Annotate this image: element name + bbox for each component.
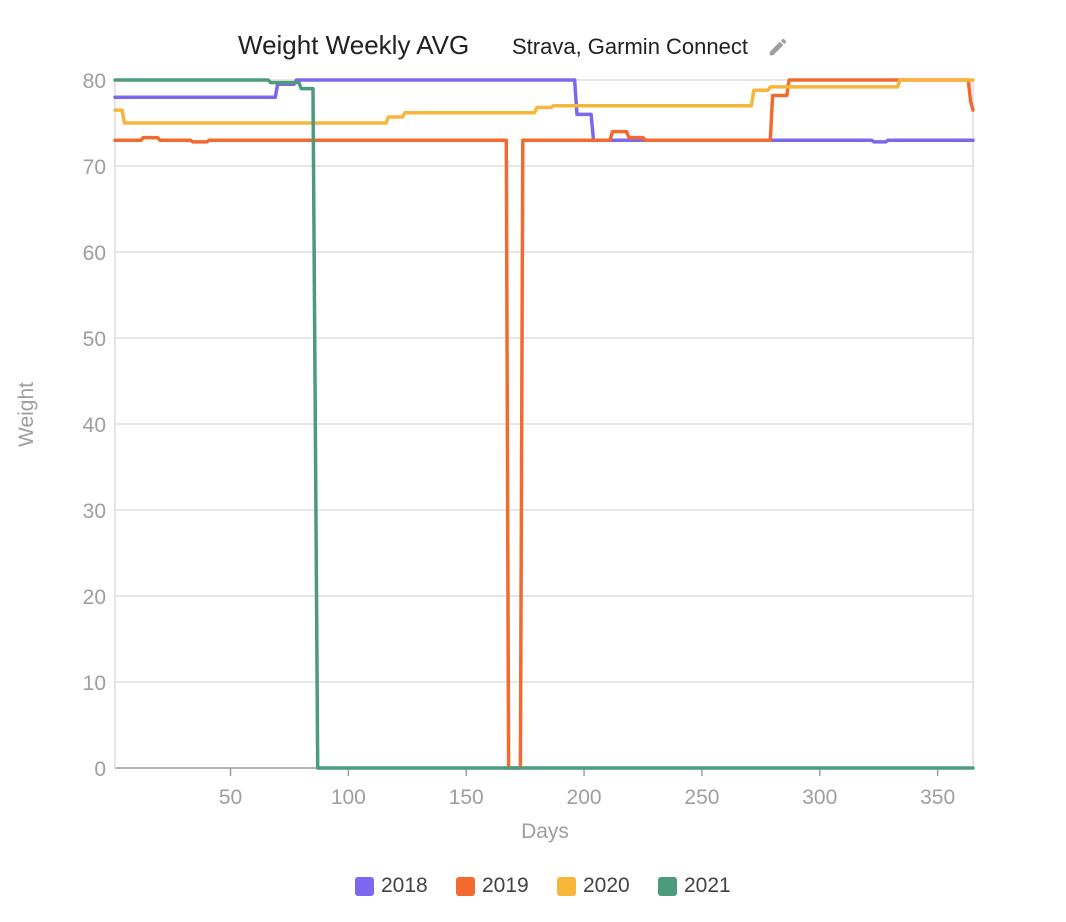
y-tick-label: 30 [83,500,106,523]
chart-series [113,78,975,770]
x-tick-label: 100 [331,786,366,809]
y-tick-label: 20 [83,586,106,609]
legend-swatch [456,876,475,896]
legend-item-2020[interactable]: 2020 [557,872,630,900]
y-tick-label: 10 [83,672,106,695]
legend-label: 2018 [381,874,428,897]
y-tick-label: 40 [83,414,106,437]
legend-label: 2019 [482,874,529,897]
legend-item-2021[interactable]: 2021 [658,872,731,900]
chart-header: Weight Weekly AVG Strava, Garmin Connect [0,28,1066,68]
legend-swatch [658,876,677,896]
y-tick-label: 80 [83,70,106,93]
series-line-2021[interactable] [113,78,975,770]
chart-grid [114,79,974,769]
legend-swatch [355,876,374,896]
x-tick-label: 300 [802,786,837,809]
x-tick-label: 50 [219,786,242,809]
x-tick-label: 200 [567,786,602,809]
x-tick-label: 350 [920,786,955,809]
legend-label: 2020 [583,874,630,897]
y-tick-label: 70 [83,156,106,179]
data-source-label: Strava, Garmin Connect [512,34,748,59]
y-tick-label: 60 [83,242,106,265]
line-chart: 0 10 20 30 40 50 60 70 80 50 100 150 200 250 300 350 [83,70,975,809]
series-line-2018[interactable] [113,78,975,144]
series-line-2019[interactable] [113,78,975,770]
series-line-2020[interactable] [113,78,975,125]
pencil-icon[interactable] [767,36,789,58]
chart-legend: 2018 2019 2020 2021 [0,872,1066,902]
x-tick-label: 250 [684,786,719,809]
legend-swatch [557,876,576,896]
x-tick-label: 150 [449,786,484,809]
y-tick-label: 50 [83,328,106,351]
legend-label: 2021 [684,874,731,897]
x-axis-title: Days [521,820,569,843]
legend-item-2018[interactable]: 2018 [355,872,428,900]
y-tick-label: 0 [94,758,106,781]
legend-item-2019[interactable]: 2019 [456,872,529,900]
chart-title: Weight Weekly AVG [238,30,470,60]
chart-axes: 0 10 20 30 40 50 60 70 80 50 100 150 200 250 300 350 [83,70,956,809]
y-axis-title: Weight [15,382,38,447]
